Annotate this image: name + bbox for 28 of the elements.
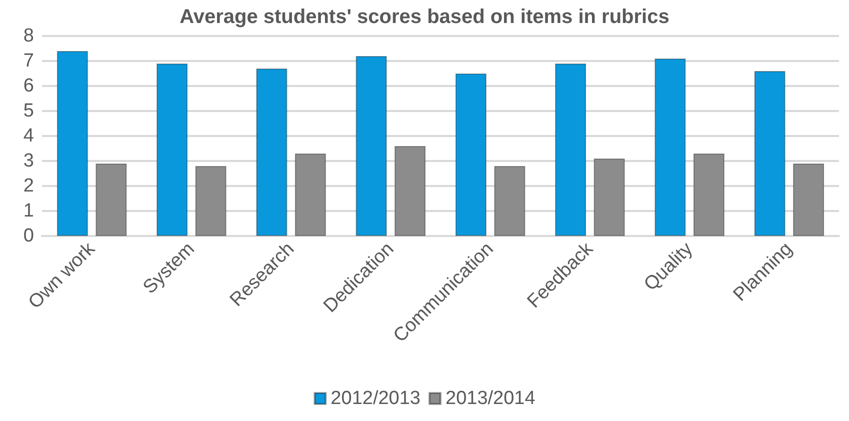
bar <box>654 58 686 236</box>
bar <box>195 166 226 236</box>
legend-label: 2012/2013 <box>330 388 421 409</box>
bar <box>96 164 127 236</box>
bar <box>594 158 625 236</box>
y-tick-label: 5 <box>23 100 34 122</box>
bar <box>294 154 326 236</box>
legend-label: 2013/2014 <box>446 388 536 409</box>
y-tick-label: 8 <box>23 26 34 46</box>
y-tick-label: 6 <box>23 76 34 96</box>
bar <box>356 56 387 236</box>
chart-title: Average students' scores based on items in rubrics <box>180 6 670 28</box>
y-tick-label: 7 <box>23 50 34 72</box>
bar <box>455 74 486 236</box>
bar <box>754 71 786 236</box>
bar <box>693 154 724 236</box>
bar <box>256 68 288 236</box>
y-tick-label: 1 <box>23 200 34 222</box>
y-tick-label: 0 <box>23 226 34 246</box>
bar <box>56 51 88 236</box>
bar <box>555 64 586 236</box>
y-tick-label: 4 <box>23 126 34 146</box>
y-tick-label: 2 <box>23 176 34 196</box>
y-tick-label: 3 <box>23 150 34 172</box>
bar <box>394 146 426 236</box>
bar <box>156 64 188 236</box>
bar <box>793 164 824 236</box>
bar <box>494 166 526 236</box>
